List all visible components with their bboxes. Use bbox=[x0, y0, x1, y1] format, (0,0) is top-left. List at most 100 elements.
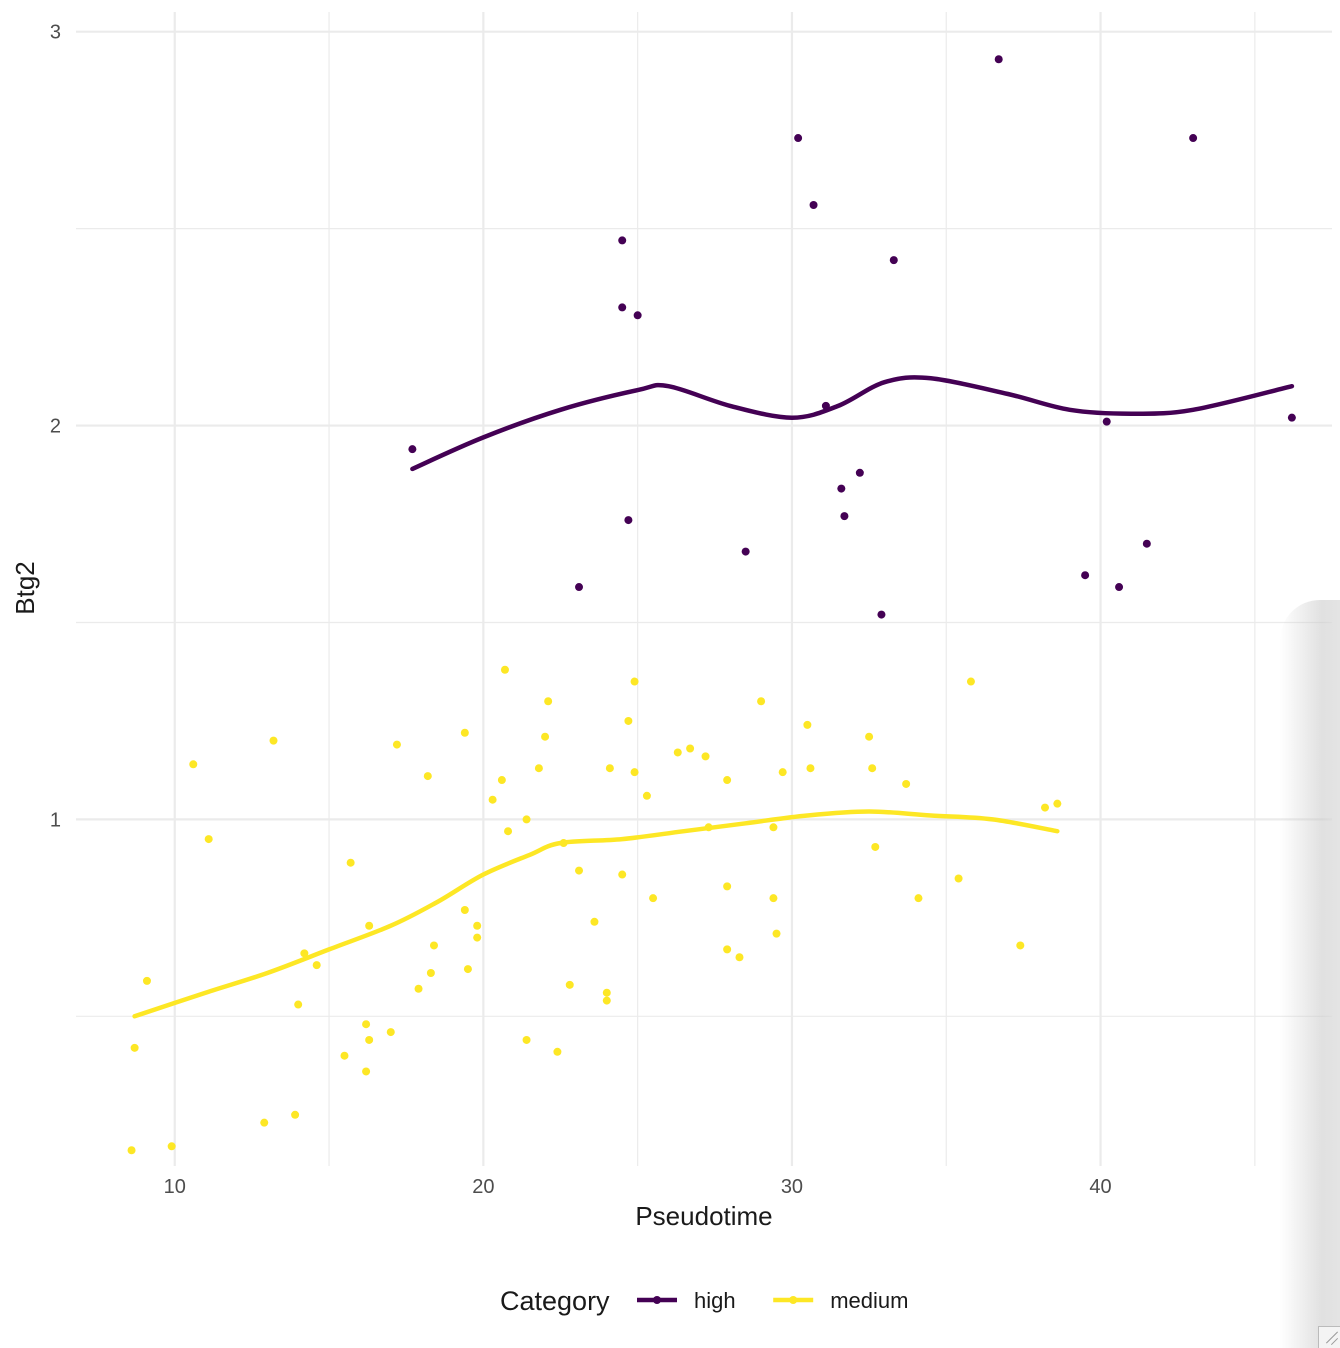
data-point-medium bbox=[541, 732, 550, 741]
data-point-medium bbox=[522, 1035, 531, 1044]
data-point-medium bbox=[504, 827, 513, 836]
data-point-high bbox=[855, 468, 864, 477]
data-point-high bbox=[837, 484, 846, 493]
data-point-medium bbox=[488, 795, 497, 804]
legend-key-point-high bbox=[653, 1296, 661, 1304]
data-point-medium bbox=[673, 748, 682, 757]
data-point-medium bbox=[167, 1142, 176, 1151]
data-point-high bbox=[809, 200, 818, 209]
trend-lines bbox=[132, 375, 1295, 1019]
data-point-high bbox=[741, 547, 750, 556]
data-point-medium bbox=[954, 874, 963, 883]
data-point-medium bbox=[260, 1118, 269, 1127]
data-point-medium bbox=[429, 941, 438, 950]
y-axis-ticks: 1 2 3 bbox=[50, 22, 61, 832]
data-point-medium bbox=[312, 961, 321, 970]
x-axis-ticks: 10 20 30 40 bbox=[164, 1176, 1112, 1198]
data-point-medium bbox=[340, 1051, 349, 1060]
data-point-medium bbox=[130, 1043, 139, 1052]
data-point-medium bbox=[723, 882, 732, 891]
data-point-medium bbox=[553, 1047, 562, 1056]
x-tick-label: 10 bbox=[164, 1176, 186, 1198]
data-point-medium bbox=[701, 752, 710, 761]
data-point-high bbox=[1142, 539, 1151, 548]
data-point-high bbox=[618, 236, 627, 245]
x-axis-title: Pseudotime bbox=[635, 1201, 772, 1231]
data-point-medium bbox=[966, 677, 975, 686]
data-point-medium bbox=[497, 776, 506, 785]
data-point-medium bbox=[460, 905, 469, 914]
x-tick-label: 20 bbox=[472, 1176, 494, 1198]
data-point-high bbox=[618, 303, 627, 312]
window-edge-shadow bbox=[1280, 600, 1340, 1348]
data-point-medium bbox=[365, 1035, 374, 1044]
data-point-medium bbox=[723, 945, 732, 954]
legend-key-point-medium bbox=[789, 1296, 798, 1304]
data-point-medium bbox=[362, 1020, 371, 1029]
x-tick-label: 30 bbox=[781, 1176, 803, 1198]
data-point-medium bbox=[127, 1146, 136, 1155]
resize-grip-icon[interactable] bbox=[1318, 1326, 1340, 1348]
data-point-medium bbox=[460, 728, 469, 737]
data-point-medium bbox=[590, 917, 599, 926]
data-point-high bbox=[624, 516, 633, 525]
data-point-medium bbox=[534, 764, 543, 773]
data-point-medium bbox=[649, 894, 658, 903]
data-point-high bbox=[408, 445, 417, 454]
data-point-medium bbox=[559, 839, 568, 848]
data-point-medium bbox=[1041, 803, 1050, 812]
data-point-medium bbox=[500, 665, 509, 674]
x-tick-label: 40 bbox=[1089, 1176, 1111, 1198]
data-point-high bbox=[1189, 134, 1198, 143]
data-point-medium bbox=[618, 870, 627, 879]
data-point-medium bbox=[865, 732, 874, 741]
data-point-high bbox=[840, 512, 849, 521]
data-point-medium bbox=[426, 969, 435, 978]
data-point-medium bbox=[565, 980, 574, 989]
y-axis-title: Btg2 bbox=[10, 561, 40, 615]
trend-line-high bbox=[410, 375, 1295, 472]
data-point-medium bbox=[414, 984, 423, 993]
data-point-medium bbox=[630, 677, 639, 686]
data-point-medium bbox=[473, 933, 482, 942]
data-point-medium bbox=[704, 823, 713, 832]
data-point-high bbox=[1081, 571, 1090, 580]
data-point-high bbox=[1287, 413, 1296, 422]
data-point-medium bbox=[624, 716, 633, 725]
data-point-medium bbox=[473, 921, 482, 930]
data-point-medium bbox=[575, 866, 584, 875]
data-point-high bbox=[994, 55, 1003, 64]
data-point-medium bbox=[602, 996, 611, 1005]
data-point-medium bbox=[757, 697, 766, 706]
data-point-medium bbox=[294, 1000, 303, 1009]
data-point-medium bbox=[871, 842, 880, 851]
data-point-medium bbox=[772, 929, 781, 938]
data-point-medium bbox=[463, 965, 472, 974]
data-point-medium bbox=[423, 772, 432, 781]
data-point-high bbox=[1115, 583, 1124, 592]
y-tick-label: 1 bbox=[50, 809, 61, 831]
data-point-high bbox=[794, 134, 803, 143]
data-point-medium bbox=[392, 740, 401, 749]
data-point-medium bbox=[1053, 799, 1062, 808]
data-point-high bbox=[877, 610, 886, 619]
data-point-medium bbox=[189, 760, 198, 769]
data-point-medium bbox=[769, 823, 778, 832]
legend-title: Category bbox=[500, 1286, 610, 1316]
legend-label-medium: medium bbox=[830, 1288, 908, 1313]
data-point-medium bbox=[914, 894, 923, 903]
data-point-medium bbox=[642, 791, 651, 800]
data-points bbox=[127, 55, 1296, 1155]
data-point-medium bbox=[806, 764, 815, 773]
data-point-medium bbox=[365, 921, 374, 930]
data-point-high bbox=[821, 401, 830, 410]
data-point-high bbox=[889, 256, 898, 265]
data-point-medium bbox=[142, 976, 151, 985]
data-point-medium bbox=[1016, 941, 1025, 950]
data-point-medium bbox=[735, 953, 744, 962]
data-point-medium bbox=[300, 949, 309, 958]
data-point-medium bbox=[204, 835, 213, 844]
data-point-medium bbox=[269, 736, 278, 745]
data-point-medium bbox=[544, 697, 553, 706]
